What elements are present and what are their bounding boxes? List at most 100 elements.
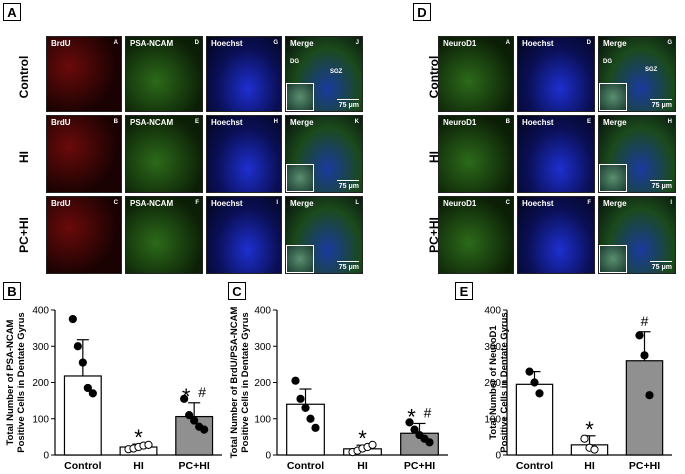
x-tick-label: PC+HI bbox=[179, 460, 210, 472]
panel-label-d: D bbox=[413, 3, 431, 21]
y-axis-label: Positive Cells in Dentate Gyrus bbox=[240, 312, 251, 452]
stain-label: Merge bbox=[290, 199, 314, 208]
y-axis-label: Positive Cells in Dentate Gyrus bbox=[499, 312, 510, 452]
scale-bar bbox=[650, 261, 672, 262]
data-point bbox=[645, 391, 654, 400]
y-tick-label: 100 bbox=[254, 414, 271, 425]
stain-label: Merge bbox=[603, 118, 627, 127]
micrograph-neurod1-control: NeuroD1 A bbox=[438, 36, 514, 112]
scale-bar bbox=[650, 180, 672, 181]
bar bbox=[625, 360, 664, 456]
zoom-inset bbox=[286, 164, 314, 192]
micrograph-merge-d-pchi: Merge I 75 μm bbox=[598, 196, 676, 274]
y-axis-label: Total Number of BrdU/PSA-NCAM bbox=[229, 307, 240, 459]
stain-label: Merge bbox=[603, 39, 627, 48]
y-tick-label: 200 bbox=[484, 378, 501, 389]
subpanel-letter: C bbox=[505, 200, 510, 206]
subpanel-letter: I bbox=[670, 200, 672, 206]
stain-label: NeuroD1 bbox=[443, 118, 477, 127]
scale-bar-label: 75 μm bbox=[338, 183, 359, 190]
bar bbox=[63, 375, 102, 456]
data-point bbox=[640, 351, 649, 360]
y-tick-label: 0 bbox=[495, 451, 501, 462]
data-point bbox=[306, 414, 315, 423]
micrograph-hoechst-hi: Hoechst H bbox=[206, 115, 282, 193]
micrograph-brdu-control: BrdU A bbox=[46, 36, 122, 112]
micrograph-hoechst-d-hi: Hoechst E bbox=[517, 115, 595, 193]
micrograph-merge-d-hi: Merge H 75 μm bbox=[598, 115, 676, 193]
subpanel-letter: D bbox=[194, 40, 199, 46]
data-point bbox=[311, 423, 320, 432]
stain-label: Hoechst bbox=[522, 39, 554, 48]
subpanel-letter: E bbox=[586, 119, 591, 125]
data-point bbox=[368, 440, 377, 449]
stain-label: Merge bbox=[603, 199, 627, 208]
zoom-inset bbox=[286, 83, 314, 111]
scale-bar bbox=[337, 99, 359, 100]
data-point bbox=[73, 342, 82, 351]
y-tick-label: 200 bbox=[32, 378, 49, 389]
significance-mark: # bbox=[424, 404, 432, 420]
subpanel-letter: A bbox=[113, 40, 118, 46]
scale-bar-label: 75 μm bbox=[338, 264, 359, 271]
subpanel-letter: A bbox=[505, 40, 510, 46]
data-point bbox=[144, 440, 153, 449]
y-axis-label: Total Number of NeuroD1 bbox=[488, 325, 499, 440]
y-tick-label: 300 bbox=[484, 342, 501, 353]
bar bbox=[515, 383, 554, 456]
stain-label: Hoechst bbox=[522, 118, 554, 127]
x-tick-label: Control bbox=[287, 460, 324, 472]
subpanel-letter: K bbox=[354, 119, 359, 125]
micrograph-psancam-pchi: PSA-NCAM F bbox=[125, 196, 203, 274]
micrograph-brdu-hi: BrdU B bbox=[46, 115, 122, 193]
panel-label-a: A bbox=[3, 3, 21, 21]
stain-label: BrdU bbox=[51, 118, 71, 127]
scale-bar bbox=[337, 261, 359, 262]
stain-label: Hoechst bbox=[211, 39, 243, 48]
data-point bbox=[635, 331, 644, 340]
data-point bbox=[291, 376, 300, 385]
y-axis-label: Positive Cells in Dentate Gyrus bbox=[16, 312, 27, 452]
data-point bbox=[78, 358, 87, 367]
y-tick-label: 0 bbox=[43, 451, 49, 462]
subpanel-letter: B bbox=[505, 119, 510, 125]
micrograph-brdu-pchi: BrdU C bbox=[46, 196, 122, 274]
data-point bbox=[525, 367, 534, 376]
x-tick-label: PC+HI bbox=[404, 460, 435, 472]
sgz-annotation: SGZ bbox=[330, 69, 343, 75]
scale-bar-label: 75 μm bbox=[651, 183, 672, 190]
micrograph-hoechst-d-control: Hoechst D bbox=[517, 36, 595, 112]
zoom-inset bbox=[286, 245, 314, 273]
stain-label: BrdU bbox=[51, 199, 71, 208]
micrograph-merge-pchi: Merge L 75 μm bbox=[285, 196, 363, 274]
micrograph-hoechst-d-pchi: Hoechst F bbox=[517, 196, 595, 274]
data-point bbox=[405, 418, 414, 427]
subpanel-letter: I bbox=[276, 200, 278, 206]
micrograph-hoechst-control: Hoechst G bbox=[206, 36, 282, 112]
data-point bbox=[580, 434, 589, 443]
stain-label: NeuroD1 bbox=[443, 39, 477, 48]
micrograph-neurod1-hi: NeuroD1 B bbox=[438, 115, 514, 193]
stain-label: Hoechst bbox=[211, 199, 243, 208]
panel-label-b: B bbox=[3, 282, 21, 300]
data-point bbox=[200, 425, 209, 434]
significance-mark: * bbox=[585, 417, 594, 442]
subpanel-letter: D bbox=[586, 40, 591, 46]
y-axis-label: Total Number of PSA-NCAM bbox=[5, 319, 16, 445]
subpanel-letter: H bbox=[273, 119, 278, 125]
significance-mark: * bbox=[182, 384, 191, 409]
micrograph-psancam-hi: PSA-NCAM E bbox=[125, 115, 203, 193]
y-tick-label: 0 bbox=[265, 451, 271, 462]
panel-label-e: E bbox=[455, 282, 473, 300]
micrograph-merge-hi: Merge K 75 μm bbox=[285, 115, 363, 193]
data-point bbox=[190, 416, 199, 425]
data-point bbox=[590, 445, 599, 454]
scale-bar-label: 75 μm bbox=[651, 102, 672, 109]
x-tick-label: PC+HI bbox=[629, 460, 660, 472]
x-tick-label: Control bbox=[516, 460, 553, 472]
subpanel-letter: L bbox=[355, 200, 359, 206]
subpanel-letter: F bbox=[587, 200, 591, 206]
stain-label: Hoechst bbox=[211, 118, 243, 127]
stain-label: PSA-NCAM bbox=[130, 118, 174, 127]
stain-label: BrdU bbox=[51, 39, 71, 48]
